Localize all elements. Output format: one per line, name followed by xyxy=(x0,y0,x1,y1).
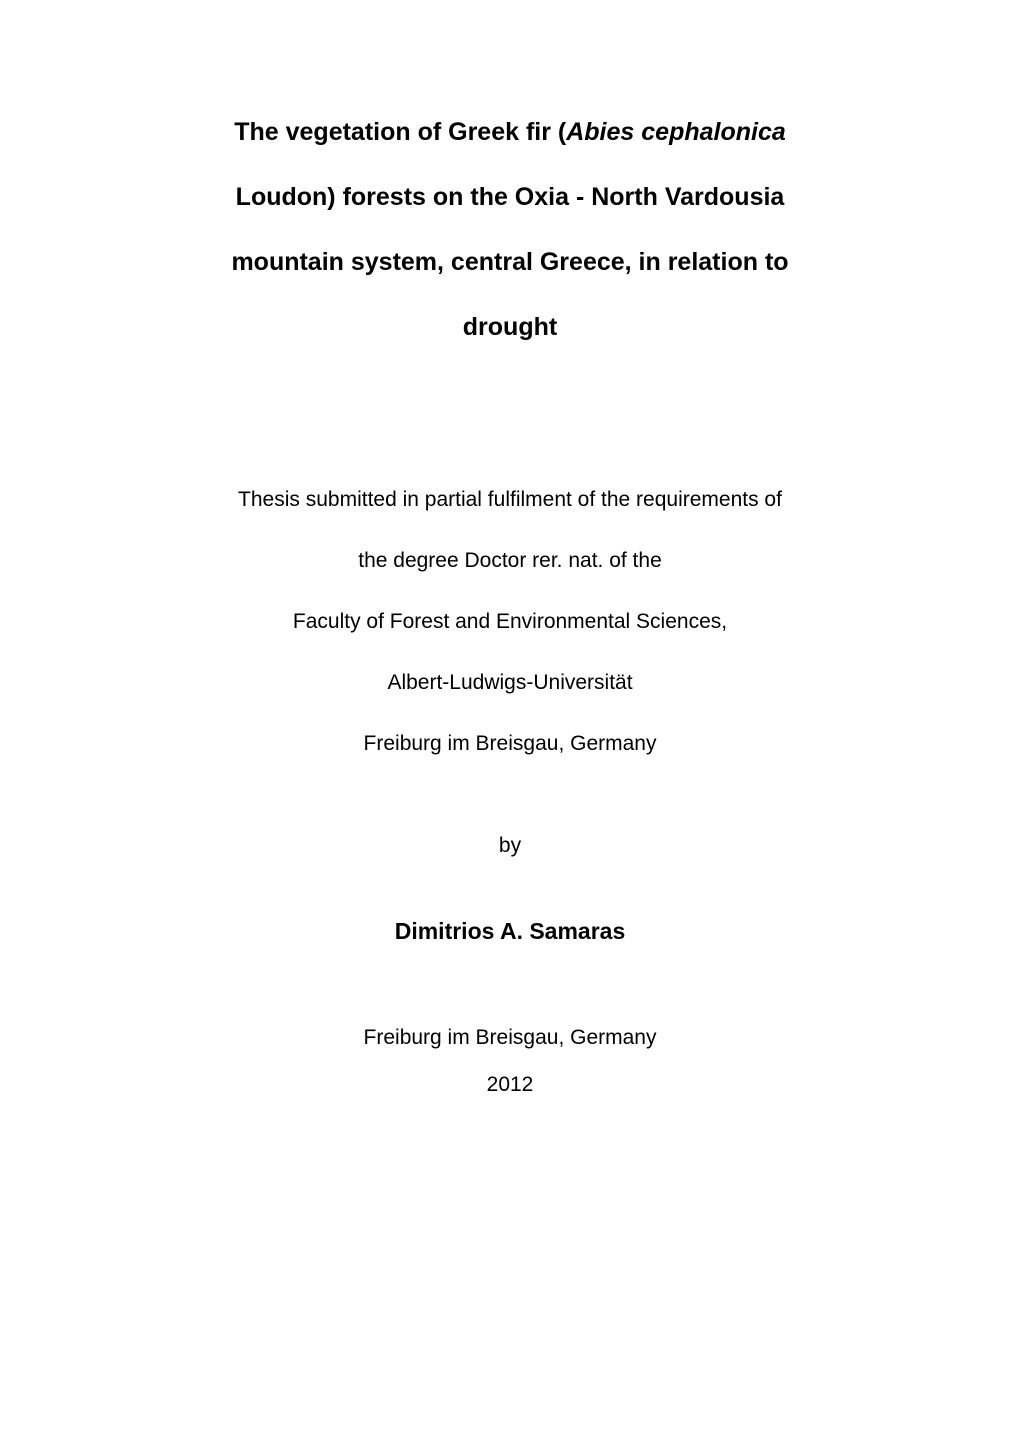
submission-line-2: the degree Doctor rer. nat. of the xyxy=(118,531,902,592)
submission-line-5: Freiburg im Breisgau, Germany xyxy=(118,714,902,775)
title-line-1-pre: The vegetation of Greek fir ( xyxy=(234,118,566,146)
submission-block: Thesis submitted in partial fulfilment o… xyxy=(118,470,902,774)
submission-line-1: Thesis submitted in partial fulfilment o… xyxy=(118,470,902,531)
title-line-2: Loudon) forests on the Oxia - North Vard… xyxy=(118,165,902,230)
title-line-1: The vegetation of Greek fir (Abies cepha… xyxy=(118,100,902,165)
submission-line-3: Faculty of Forest and Environmental Scie… xyxy=(118,592,902,653)
author-name: Dimitrios A. Samaras xyxy=(118,918,902,945)
footer-year: 2012 xyxy=(118,1062,902,1108)
title-species-italic: Abies cephalonica xyxy=(566,118,786,146)
thesis-title: The vegetation of Greek fir (Abies cepha… xyxy=(118,100,902,360)
title-line-4: drought xyxy=(118,295,902,360)
title-line-3: mountain system, central Greece, in rela… xyxy=(118,230,902,295)
by-label: by xyxy=(118,834,902,858)
footer-block: Freiburg im Breisgau, Germany 2012 xyxy=(118,1015,902,1107)
footer-place: Freiburg im Breisgau, Germany xyxy=(118,1015,902,1061)
submission-line-4: Albert-Ludwigs-Universität xyxy=(118,653,902,714)
